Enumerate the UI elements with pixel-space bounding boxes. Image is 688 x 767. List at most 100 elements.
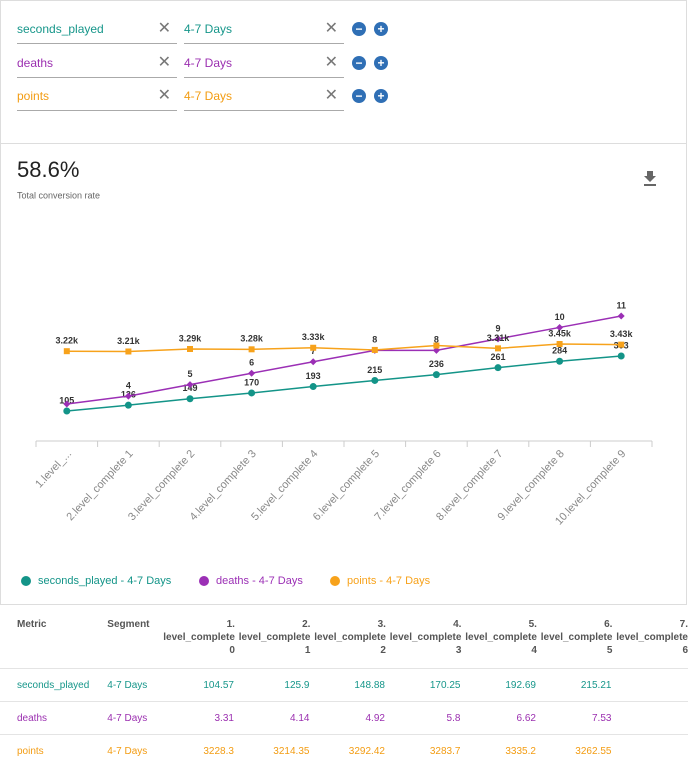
point <box>64 348 70 354</box>
legend-label: deaths - 4-7 Days <box>216 575 303 587</box>
x-tick-label: 2.level_complete 1 <box>64 448 135 523</box>
header-text: 3. <box>378 619 386 630</box>
point <box>433 343 439 349</box>
data-label: 8 <box>372 335 377 345</box>
clear-icon[interactable]: ✕ <box>158 15 171 43</box>
segment-text: 4-7 Days <box>184 22 232 36</box>
value-cell: 3292.42 <box>310 735 386 767</box>
header-text: level_complete <box>465 632 537 643</box>
header-text: 1. <box>227 619 235 630</box>
metric-field[interactable]: seconds_played ✕ <box>17 15 177 44</box>
header-text: 0 <box>229 645 235 656</box>
value-cell <box>612 669 688 702</box>
value-cell: 3214.35 <box>235 735 311 767</box>
header-text: level_complete <box>390 632 462 643</box>
x-tick-label: 9.level_complete 8 <box>496 448 567 523</box>
point <box>618 342 624 348</box>
point <box>618 313 625 320</box>
clear-icon[interactable]: ✕ <box>325 82 338 110</box>
x-tick-label: 7.level_complete 6 <box>372 448 443 523</box>
metric-text: points <box>17 89 49 103</box>
value-cell: 6.62 <box>461 702 537 735</box>
header-text: 6. <box>604 619 612 630</box>
add-button[interactable]: + <box>374 89 388 103</box>
value-cell <box>612 702 688 735</box>
point <box>556 358 563 365</box>
add-button[interactable]: + <box>374 56 388 70</box>
metric-field[interactable]: points ✕ <box>17 82 177 111</box>
point <box>187 346 193 352</box>
value-cell: 3335.2 <box>461 735 537 767</box>
legend-marker <box>199 576 209 586</box>
value-cell: 3283.7 <box>386 735 462 767</box>
header-text: 2 <box>380 645 386 656</box>
header-text: 4 <box>531 645 537 656</box>
header-cell: 1. level_complete 0 <box>159 604 235 669</box>
download-icon[interactable] <box>644 171 656 186</box>
point <box>63 408 70 415</box>
segment-text: 4-7 Days <box>184 56 232 70</box>
header-text: level_complete <box>239 632 311 643</box>
data-label: 3.29k <box>179 333 203 343</box>
legend-marker <box>330 576 340 586</box>
remove-button[interactable]: − <box>352 56 366 70</box>
remove-button[interactable]: − <box>352 89 366 103</box>
x-tick-label: 6.level_complete 5 <box>311 448 382 523</box>
value-cell: 104.57 <box>159 669 235 702</box>
metric-text: seconds_played <box>17 22 104 36</box>
metric-field[interactable]: deaths✕ <box>17 49 177 78</box>
data-label: 193 <box>306 371 321 381</box>
header-text: 5 <box>607 645 613 656</box>
segment-text: 4-7 Days <box>184 89 232 103</box>
clear-icon[interactable]: ✕ <box>158 49 171 77</box>
point <box>557 341 563 347</box>
kpi-value: 58.6% <box>17 157 79 182</box>
segment-field[interactable]: 4-7 Days ✕ <box>184 82 344 111</box>
point <box>310 358 317 365</box>
segment-field[interactable]: 4-7 Days ✕ <box>184 15 344 44</box>
data-label: 215 <box>367 365 382 375</box>
point <box>248 370 255 377</box>
data-label: 4 <box>126 380 131 390</box>
clear-icon[interactable]: ✕ <box>325 15 338 43</box>
x-tick-label: 3.level_complete 2 <box>126 448 197 523</box>
point <box>495 364 502 371</box>
x-tick-label: 10.level_complete 9 <box>553 448 629 528</box>
x-tick-label: 1.level_... <box>33 448 74 491</box>
series-line <box>67 356 621 411</box>
header-text: 1 <box>305 645 311 656</box>
header-text: 7. <box>680 619 688 630</box>
metric-cell: deaths <box>0 702 90 735</box>
value-cell: 4.14 <box>235 702 311 735</box>
data-label: 9 <box>495 323 500 333</box>
value-cell: 5.8 <box>386 702 462 735</box>
header-cell: Metric <box>0 604 90 669</box>
header-text: level_complete <box>616 632 688 643</box>
segment-cell: 4-7 Days <box>90 702 159 735</box>
remove-button[interactable]: − <box>352 22 366 36</box>
segment-field[interactable]: 4-7 Days ✕ <box>184 49 344 78</box>
add-button[interactable]: + <box>374 22 388 36</box>
clear-icon[interactable]: ✕ <box>325 49 338 77</box>
value-cell: 170.25 <box>386 669 462 702</box>
legend-label: points - 4-7 Days <box>347 575 431 587</box>
header-text: level_complete <box>163 632 235 643</box>
header-cell: Segment <box>90 604 159 669</box>
value-cell: 125.9 <box>235 669 311 702</box>
x-tick-label: 4.level_complete 3 <box>188 448 259 523</box>
kpi-label: Total conversion rate <box>17 190 100 200</box>
series-line <box>67 344 621 352</box>
clear-icon[interactable]: ✕ <box>158 82 171 110</box>
value-cell: 215.21 <box>537 669 613 702</box>
metric-cell: points <box>0 735 90 767</box>
header-text: 2. <box>302 619 310 630</box>
data-label: 6 <box>249 358 254 368</box>
data-label: 3.28k <box>240 334 264 344</box>
